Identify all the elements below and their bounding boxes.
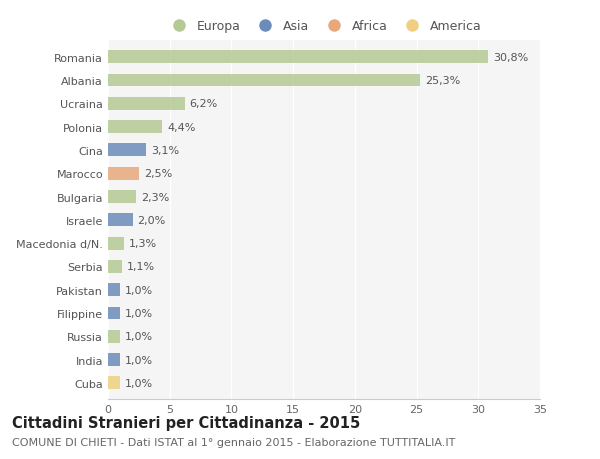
Text: 2,3%: 2,3% — [142, 192, 170, 202]
Text: 1,0%: 1,0% — [125, 331, 154, 341]
Text: Cittadini Stranieri per Cittadinanza - 2015: Cittadini Stranieri per Cittadinanza - 2… — [12, 415, 360, 431]
Text: 1,0%: 1,0% — [125, 285, 154, 295]
Bar — [108, 353, 121, 366]
Bar — [108, 284, 121, 297]
Bar — [108, 98, 185, 111]
Bar — [108, 214, 133, 227]
Text: 3,1%: 3,1% — [151, 146, 179, 156]
Bar — [108, 74, 420, 87]
Bar — [108, 144, 146, 157]
Bar — [108, 330, 121, 343]
Bar — [108, 51, 488, 64]
Bar — [108, 260, 122, 273]
Bar — [108, 190, 136, 203]
Text: 4,4%: 4,4% — [167, 123, 196, 132]
Bar — [108, 377, 121, 389]
Text: 2,0%: 2,0% — [137, 215, 166, 225]
Legend: Europa, Asia, Africa, America: Europa, Asia, Africa, America — [161, 15, 487, 38]
Text: 6,2%: 6,2% — [190, 99, 218, 109]
Text: 1,0%: 1,0% — [125, 378, 154, 388]
Text: 30,8%: 30,8% — [493, 53, 529, 62]
Text: COMUNE DI CHIETI - Dati ISTAT al 1° gennaio 2015 - Elaborazione TUTTITALIA.IT: COMUNE DI CHIETI - Dati ISTAT al 1° genn… — [12, 437, 455, 447]
Bar — [108, 307, 121, 320]
Bar — [108, 237, 124, 250]
Text: 1,0%: 1,0% — [125, 355, 154, 365]
Bar — [108, 168, 139, 180]
Text: 1,0%: 1,0% — [125, 308, 154, 318]
Text: 1,1%: 1,1% — [127, 262, 155, 272]
Text: 2,5%: 2,5% — [144, 169, 172, 179]
Bar — [108, 121, 163, 134]
Text: 1,3%: 1,3% — [129, 239, 157, 249]
Text: 25,3%: 25,3% — [425, 76, 460, 86]
